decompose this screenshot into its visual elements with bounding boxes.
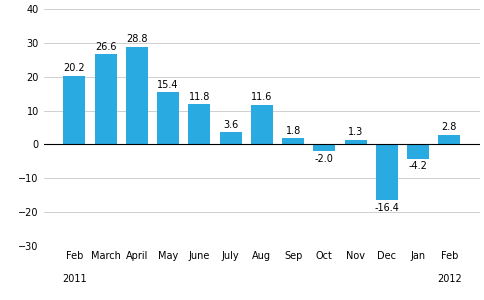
Bar <box>407 144 428 159</box>
Bar <box>375 144 397 200</box>
Text: 3.6: 3.6 <box>223 119 238 130</box>
Text: 15.4: 15.4 <box>157 80 179 90</box>
Text: 1.3: 1.3 <box>348 127 363 137</box>
Text: 2.8: 2.8 <box>441 122 456 132</box>
Bar <box>313 144 334 151</box>
Text: 2011: 2011 <box>62 274 87 284</box>
Bar <box>94 54 116 144</box>
Text: -16.4: -16.4 <box>374 203 398 213</box>
Bar <box>63 76 85 144</box>
Bar <box>282 138 303 144</box>
Bar <box>188 104 210 144</box>
Text: 11.6: 11.6 <box>251 92 272 102</box>
Text: 28.8: 28.8 <box>126 34 147 44</box>
Text: 2012: 2012 <box>436 274 461 284</box>
Text: -4.2: -4.2 <box>408 161 427 171</box>
Text: 11.8: 11.8 <box>188 92 210 102</box>
Text: 20.2: 20.2 <box>63 63 85 73</box>
Bar <box>344 140 366 144</box>
Bar <box>219 132 241 144</box>
Text: 1.8: 1.8 <box>285 126 300 136</box>
Bar <box>157 92 179 144</box>
Bar <box>126 47 148 144</box>
Text: 26.6: 26.6 <box>95 42 116 52</box>
Text: -2.0: -2.0 <box>314 154 333 164</box>
Bar <box>438 135 459 144</box>
Bar <box>250 105 272 144</box>
